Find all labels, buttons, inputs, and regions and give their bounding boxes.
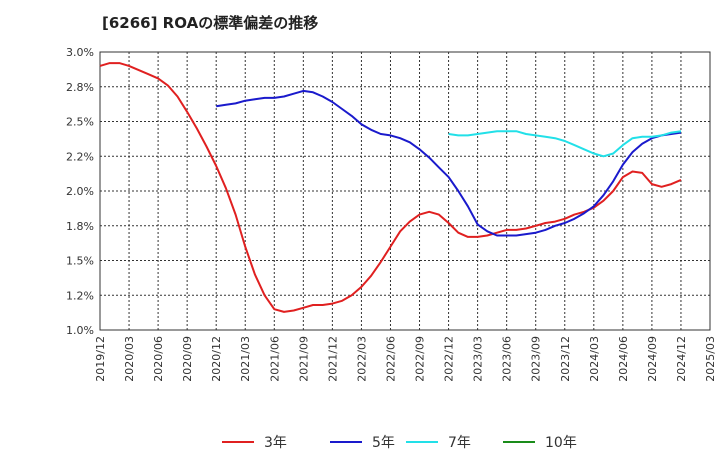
x-tick-label: 2022/12 [443,336,456,382]
legend-item-7年: 7年 [406,432,471,452]
series-line-5年 [216,89,682,237]
legend-label: 3年 [264,435,287,451]
y-tick-label: 2.8% [66,81,94,94]
x-tick-label: 2024/09 [646,336,659,382]
x-tick-label: 2025/03 [704,336,717,382]
legend-item-5年: 5年 [330,432,395,452]
y-tick-label: 1.8% [66,220,94,233]
x-tick-label: 2021/12 [326,336,339,382]
x-tick-label: 2024/06 [617,336,630,382]
legend-swatch [222,441,254,443]
y-tick-label: 1.5% [66,255,94,268]
legend-swatch [330,441,362,443]
x-axis-ticks: 2019/12 2020/03 2020/06 2020/09 2020/12 2021/… [94,336,717,382]
y-tick-label: 2.2% [66,150,94,163]
x-tick-label: 2021/06 [268,336,281,382]
x-tick-label: 2024/12 [675,336,688,382]
x-tick-label: 2021/03 [239,336,252,382]
series-line-7年 [448,130,682,158]
y-tick-label: 2.0% [66,185,94,198]
x-tick-label: 2021/09 [297,336,310,382]
legend: 3年 5年 7年 10年 [0,432,720,456]
x-tick-label: 2020/03 [123,336,136,382]
x-tick-label: 2024/03 [588,336,601,382]
x-tick-label: 2023/03 [472,336,485,382]
y-tick-label: 3.0% [66,46,94,59]
x-tick-label: 2022/09 [414,336,427,382]
x-tick-label: 2022/06 [384,336,397,382]
series-lines [99,62,682,313]
legend-swatch [406,441,438,443]
y-tick-label: 1.0% [66,324,94,337]
x-tick-label: 2019/12 [94,336,107,382]
legend-item-10年: 10年 [503,432,577,452]
legend-label: 7年 [448,435,471,451]
legend-swatch [503,441,535,443]
y-tick-label: 1.2% [66,289,94,302]
x-tick-label: 2023/09 [530,336,543,382]
line-chart: 1.0% 1.2% 1.5% 1.8% 2.0% 2.2% 2.5% 2.8% 3.0% 201… [66,46,717,382]
x-tick-label: 2020/09 [181,336,194,382]
y-tick-label: 2.5% [66,116,94,129]
x-tick-label: 2023/12 [559,336,572,382]
series-line-3年 [99,62,682,313]
y-axis-ticks: 1.0% 1.2% 1.5% 1.8% 2.0% 2.2% 2.5% 2.8% 3.0% [66,46,94,337]
x-tick-label: 2022/03 [355,336,368,382]
chart-title: [6266] ROAの標準偏差の推移 [102,14,319,32]
x-tick-label: 2020/12 [210,336,223,382]
legend-label: 10年 [545,435,577,451]
legend-label: 5年 [372,435,395,451]
legend-item-3年: 3年 [222,432,287,452]
x-tick-label: 2020/06 [152,336,165,382]
x-tick-label: 2023/06 [501,336,514,382]
